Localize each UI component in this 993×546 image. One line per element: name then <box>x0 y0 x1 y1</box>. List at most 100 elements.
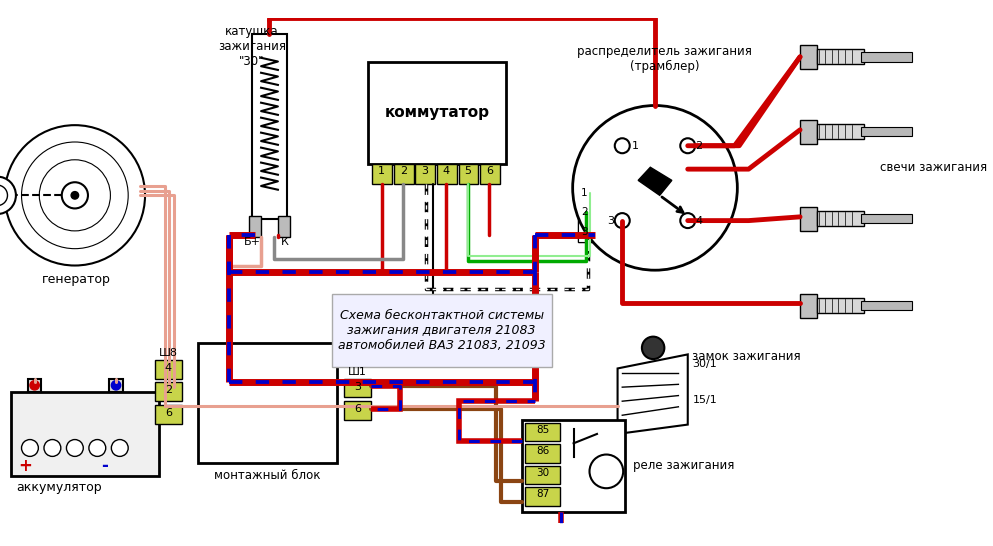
Bar <box>345 401 370 420</box>
Circle shape <box>680 138 695 153</box>
Text: 5: 5 <box>465 167 472 176</box>
Bar <box>155 360 182 379</box>
Text: свечи зажигания: свечи зажигания <box>880 161 987 174</box>
Text: К: К <box>281 238 289 247</box>
Text: 30/1: 30/1 <box>692 359 717 369</box>
Text: Ш8: Ш8 <box>159 348 178 358</box>
Bar <box>578 184 597 242</box>
Text: 3: 3 <box>421 167 428 176</box>
Text: 3: 3 <box>581 227 588 237</box>
Bar <box>367 62 506 163</box>
Bar <box>817 298 864 313</box>
Circle shape <box>111 440 128 456</box>
Bar <box>800 45 817 69</box>
Text: 6: 6 <box>486 167 493 176</box>
Text: монтажный блок: монтажный блок <box>214 468 321 482</box>
Circle shape <box>429 311 438 320</box>
Bar <box>525 487 560 506</box>
Text: -: - <box>101 458 108 476</box>
Text: генератор: генератор <box>42 273 111 286</box>
Circle shape <box>44 440 61 456</box>
Text: 6: 6 <box>165 408 172 418</box>
Circle shape <box>0 176 16 214</box>
Text: коммутатор: коммутатор <box>384 105 490 121</box>
Bar <box>251 34 287 219</box>
Bar <box>415 163 435 184</box>
Bar <box>800 294 817 318</box>
Bar <box>345 379 370 397</box>
Bar <box>817 211 864 226</box>
Bar <box>800 120 817 144</box>
Text: +: + <box>19 458 33 476</box>
Bar <box>394 163 414 184</box>
Text: 1: 1 <box>378 167 385 176</box>
Bar <box>522 420 625 512</box>
Circle shape <box>641 337 664 359</box>
Bar <box>578 184 597 203</box>
Bar <box>333 294 552 366</box>
Bar <box>525 444 560 463</box>
Circle shape <box>62 182 88 209</box>
Bar <box>817 124 864 139</box>
Circle shape <box>590 454 624 488</box>
Circle shape <box>0 185 8 206</box>
Bar <box>817 49 864 64</box>
Text: 1: 1 <box>632 141 638 151</box>
Bar <box>480 163 499 184</box>
Circle shape <box>71 192 78 199</box>
Text: Схема бесконтактной системы
зажигания двигателя 21083
автомобилей ВАЗ 21083, 210: Схема бесконтактной системы зажигания дв… <box>338 308 545 352</box>
Bar <box>249 216 261 236</box>
Text: 85: 85 <box>536 425 549 435</box>
Bar <box>861 214 913 223</box>
Text: 2: 2 <box>165 385 172 395</box>
Text: Б+: Б+ <box>244 238 261 247</box>
Bar <box>372 163 392 184</box>
Text: 86: 86 <box>536 446 549 456</box>
Circle shape <box>615 138 630 153</box>
Bar <box>578 222 597 242</box>
Circle shape <box>111 381 121 390</box>
Bar <box>109 379 122 392</box>
Circle shape <box>680 213 695 228</box>
Circle shape <box>30 381 40 390</box>
Text: 4: 4 <box>443 167 450 176</box>
Text: 4: 4 <box>165 363 172 373</box>
Text: 3: 3 <box>354 382 360 391</box>
Bar <box>525 466 560 484</box>
Polygon shape <box>618 354 688 434</box>
Bar <box>861 52 913 62</box>
Bar <box>459 163 479 184</box>
Circle shape <box>5 125 145 265</box>
Text: 2: 2 <box>400 167 407 176</box>
Bar <box>437 163 457 184</box>
Circle shape <box>573 105 738 270</box>
Circle shape <box>615 213 630 228</box>
Bar <box>800 206 817 231</box>
Text: 6: 6 <box>354 404 360 414</box>
Bar <box>199 343 337 463</box>
Circle shape <box>22 440 39 456</box>
Bar <box>11 392 159 476</box>
Text: 2: 2 <box>581 207 588 217</box>
Text: 3: 3 <box>608 216 615 225</box>
Bar <box>278 216 290 236</box>
Bar <box>28 379 41 392</box>
Text: 1: 1 <box>581 188 588 198</box>
Bar <box>525 423 560 441</box>
Circle shape <box>67 440 83 456</box>
Text: аккумулятор: аккумулятор <box>16 480 101 494</box>
Text: 15/1: 15/1 <box>692 395 717 405</box>
Text: реле зажигания: реле зажигания <box>633 459 734 472</box>
Bar <box>155 383 182 401</box>
Text: 87: 87 <box>536 489 549 499</box>
Text: 30: 30 <box>536 467 549 478</box>
Text: 4: 4 <box>695 216 702 225</box>
Bar <box>861 127 913 136</box>
Text: катушка
зажигания
"30": катушка зажигания "30" <box>218 25 286 68</box>
Text: распределитель зажигания
(трамблер): распределитель зажигания (трамблер) <box>577 45 753 73</box>
Bar <box>155 405 182 424</box>
Text: 2: 2 <box>695 141 702 151</box>
Circle shape <box>89 440 105 456</box>
Polygon shape <box>638 167 672 195</box>
Bar <box>861 301 913 311</box>
